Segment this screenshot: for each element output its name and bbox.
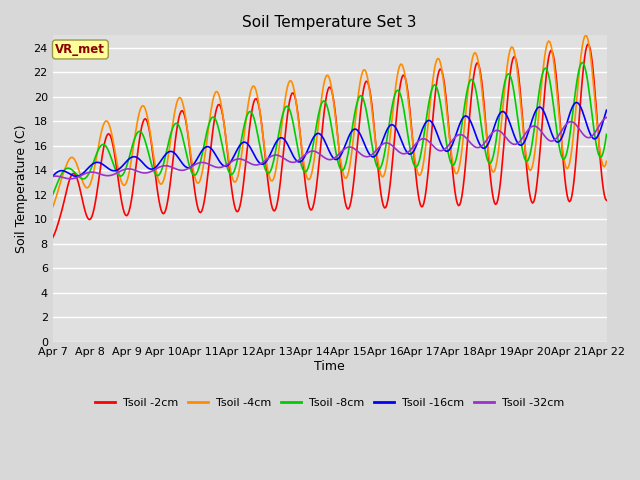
Tsoil -4cm: [456, 162, 463, 168]
Tsoil -2cm: [456, 202, 463, 208]
Line: Tsoil -2cm: Tsoil -2cm: [52, 44, 607, 238]
Tsoil -32cm: [66, 176, 74, 181]
Tsoil -32cm: [457, 132, 465, 137]
Tsoil -16cm: [49, 173, 56, 179]
Tsoil -2cm: [282, 122, 290, 128]
Tsoil -16cm: [603, 108, 611, 113]
X-axis label: Time: Time: [314, 360, 345, 372]
Tsoil -32cm: [49, 173, 56, 179]
Tsoil -32cm: [360, 153, 367, 159]
Tsoil -16cm: [385, 123, 393, 129]
Tsoil -8cm: [221, 156, 228, 161]
Tsoil -16cm: [282, 139, 290, 145]
Text: VR_met: VR_met: [56, 43, 106, 56]
Tsoil -32cm: [553, 135, 561, 141]
Tsoil -2cm: [358, 93, 366, 98]
Tsoil -16cm: [573, 99, 580, 105]
Tsoil -8cm: [603, 132, 611, 137]
Tsoil -4cm: [358, 69, 366, 75]
Tsoil -4cm: [221, 128, 228, 133]
Tsoil -2cm: [584, 41, 592, 47]
Line: Tsoil -16cm: Tsoil -16cm: [52, 102, 607, 176]
Tsoil -8cm: [282, 104, 290, 109]
Tsoil -2cm: [603, 197, 611, 203]
Tsoil -16cm: [456, 121, 463, 127]
Tsoil -8cm: [552, 120, 559, 125]
Tsoil -32cm: [284, 158, 291, 164]
Tsoil -4cm: [582, 32, 589, 38]
Tsoil -2cm: [221, 128, 228, 133]
Line: Tsoil -4cm: Tsoil -4cm: [52, 35, 607, 207]
Line: Tsoil -32cm: Tsoil -32cm: [52, 118, 607, 179]
Tsoil -4cm: [385, 143, 393, 149]
Tsoil -32cm: [222, 162, 230, 168]
Tsoil -4cm: [603, 158, 611, 164]
Line: Tsoil -8cm: Tsoil -8cm: [52, 62, 607, 195]
Tsoil -32cm: [603, 115, 611, 120]
Tsoil -32cm: [387, 141, 394, 147]
Tsoil -4cm: [49, 204, 56, 210]
Tsoil -8cm: [456, 137, 463, 143]
Legend: Tsoil -2cm, Tsoil -4cm, Tsoil -8cm, Tsoil -16cm, Tsoil -32cm: Tsoil -2cm, Tsoil -4cm, Tsoil -8cm, Tsoi…: [90, 394, 569, 412]
Tsoil -8cm: [579, 60, 586, 65]
Tsoil -2cm: [49, 235, 56, 240]
Y-axis label: Soil Temperature (C): Soil Temperature (C): [15, 124, 28, 253]
Tsoil -8cm: [49, 192, 56, 198]
Tsoil -16cm: [552, 138, 559, 144]
Tsoil -8cm: [358, 95, 366, 100]
Tsoil -4cm: [552, 76, 559, 82]
Tsoil -8cm: [385, 122, 393, 128]
Tsoil -16cm: [221, 163, 228, 169]
Tsoil -4cm: [282, 90, 290, 96]
Tsoil -16cm: [358, 136, 366, 142]
Title: Soil Temperature Set 3: Soil Temperature Set 3: [243, 15, 417, 30]
Tsoil -2cm: [385, 189, 393, 195]
Tsoil -2cm: [552, 68, 559, 74]
